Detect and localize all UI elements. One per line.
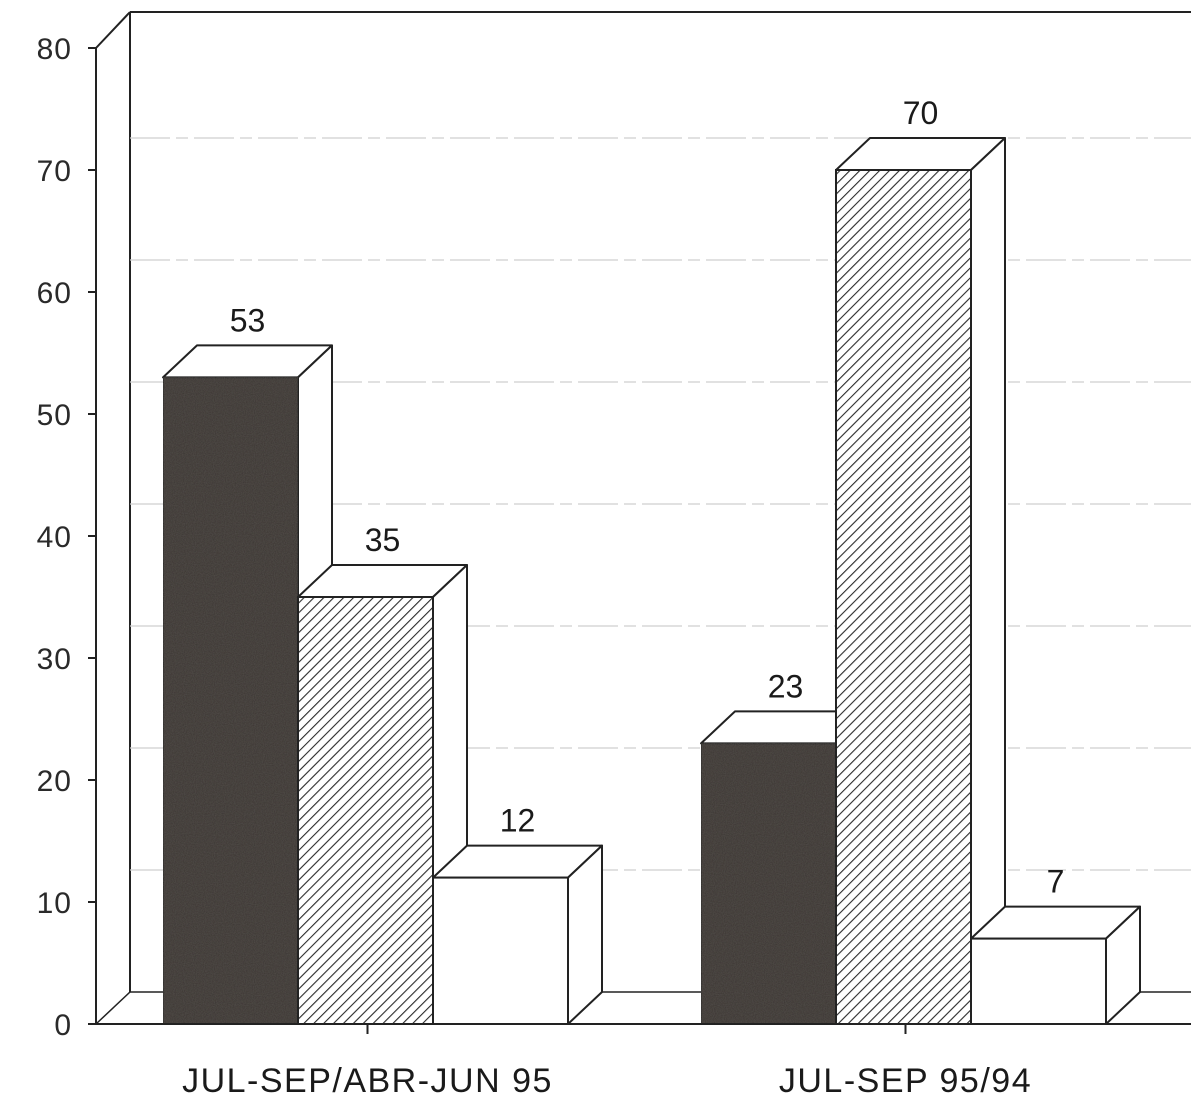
bar	[835, 169, 972, 1025]
y-tick-label: 70	[37, 155, 72, 188]
x-category-label: JUL-SEP/ABR-JUN 95	[182, 1062, 553, 1100]
bar	[162, 376, 299, 1025]
data-labels: 53 35 12 23 70 7	[230, 95, 1065, 900]
y-tick-label: 30	[37, 643, 72, 676]
x-category-label: JUL-SEP 95/94	[779, 1062, 1032, 1100]
y-tick-label: 20	[37, 765, 72, 798]
data-label: 7	[1047, 864, 1065, 900]
bar	[432, 876, 569, 1025]
data-label: 70	[903, 95, 939, 131]
y-axis: 0 10 20 30 40 50 60 70 80	[37, 33, 97, 1042]
side-wall-top	[95, 11, 131, 49]
bar-side-face	[970, 137, 1006, 1025]
data-label: 35	[365, 522, 401, 558]
y-tick-label: 0	[54, 1009, 72, 1042]
data-label: 12	[500, 803, 536, 839]
y-tick-label: 10	[37, 887, 72, 920]
x-axis: JUL-SEP/ABR-JUN 95 JUL-SEP 95/94	[96, 1023, 1191, 1100]
bar	[297, 596, 434, 1025]
bar-side-face	[567, 844, 603, 1025]
y-tick-label: 40	[37, 521, 72, 554]
data-label: 53	[230, 302, 266, 338]
bar	[970, 937, 1107, 1025]
y-tick-label: 80	[37, 33, 72, 66]
y-tick-label: 60	[37, 277, 72, 310]
data-label: 23	[768, 668, 804, 704]
floor-left-edge	[95, 991, 131, 1025]
bar	[700, 742, 837, 1026]
bars	[162, 137, 1141, 1026]
y-tick-label: 50	[37, 399, 72, 432]
